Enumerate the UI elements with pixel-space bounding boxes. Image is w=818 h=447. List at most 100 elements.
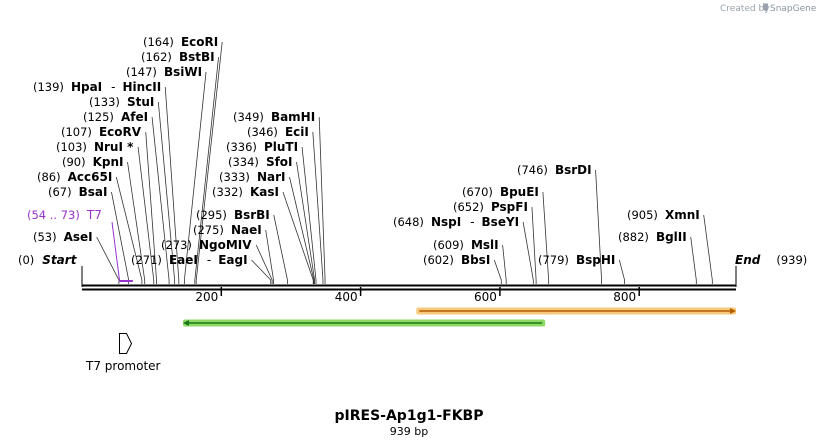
site-name-2: BseYI <box>482 215 520 229</box>
site-leader-line <box>265 229 274 284</box>
site-name: PspFI <box>491 200 528 214</box>
site-leader-line <box>296 161 316 284</box>
site-name: BsrBI <box>234 208 270 222</box>
site-leader-line <box>164 86 180 284</box>
site-leader-lines <box>96 41 713 284</box>
site-name-2: EagI <box>218 253 247 267</box>
tick-label: 600 <box>474 290 497 304</box>
site-leader-line <box>522 221 534 284</box>
site-pos: (90) <box>62 155 86 169</box>
site-leader-line <box>703 214 713 284</box>
svg-text:(164)EcoRI: (164) EcoRI <box>143 35 218 49</box>
site-labels: (164) EcoRI (162) BstBI (147) BsiWI (139) Hp… <box>33 35 700 267</box>
site-name: BstBI <box>179 50 215 64</box>
site-name: EcoRV <box>99 125 142 139</box>
ruler-ticks: 200 400 600 800 <box>195 287 640 304</box>
svg-text:(53)AseI: (53) AseI <box>33 230 93 244</box>
site-leader-line <box>282 191 314 284</box>
svg-text:(746)BsrDI: (746) BsrDI <box>517 163 592 177</box>
promoter-label: T7 promoter <box>85 359 161 373</box>
site-pos: (609) <box>433 238 464 252</box>
svg-text:(86)Acc65I: (86) Acc65I <box>37 170 112 184</box>
svg-text:End(939): End (939) <box>735 253 807 267</box>
green-feature-arrowhead <box>182 320 189 326</box>
primer-range: (54 .. 73) <box>27 208 80 222</box>
svg-text:(609)MslI: (609) MslI <box>433 238 499 252</box>
site-pos: (336) <box>226 140 257 154</box>
site-pos: (295) <box>196 208 227 222</box>
site-pos: (333) <box>219 170 250 184</box>
site-leader-line <box>151 116 170 284</box>
site-name: KasI <box>250 185 279 199</box>
site-pos: (349) <box>233 110 264 124</box>
snapgene-logo-icon <box>763 3 768 12</box>
site-pos: (147) <box>126 65 157 79</box>
svg-text:(349)BamHI: (349) BamHI <box>233 110 315 124</box>
site-leader-line <box>127 161 146 284</box>
site-name: BamHI <box>271 110 315 124</box>
credit-prefix: Created by <box>720 4 770 14</box>
site-name: XmnI <box>665 208 700 222</box>
site-pos: (652) <box>453 200 484 214</box>
orange-feature-arrowhead <box>730 308 736 314</box>
svg-text:(333)NarI: (333) NarI <box>219 170 285 184</box>
site-pos: (107) <box>61 125 92 139</box>
primer-leader-line <box>111 221 121 282</box>
svg-text:(652)PspFI: (652) PspFI <box>453 200 528 214</box>
site-leader-line <box>595 169 602 284</box>
svg-text:(905)XmnI: (905) XmnI <box>627 208 700 222</box>
site-name: HpaI <box>71 80 102 94</box>
tick-label: 400 <box>335 290 358 304</box>
svg-text:(125)AfeI: (125) AfeI <box>83 110 148 124</box>
site-name: StuI <box>127 95 154 109</box>
site-leader-line <box>157 101 176 284</box>
site-leader-line <box>493 259 502 284</box>
svg-text:(273)NgoMIV: (273) NgoMIV <box>161 238 252 252</box>
site-leader-line <box>251 259 272 284</box>
feature-arrows <box>182 307 736 327</box>
site-leader-line <box>195 41 223 284</box>
svg-text:(295)BsrBI: (295) BsrBI <box>196 208 270 222</box>
site-leader-line <box>273 214 288 284</box>
site-pos: (275) <box>193 223 224 237</box>
site-name: EaeI <box>169 253 198 267</box>
svg-text:(90)KpnI: (90) KpnI <box>62 155 124 169</box>
svg-text:(139)HpaI-HincII: (139) HpaI - HincII <box>33 80 161 94</box>
site-pos: (67) <box>48 185 72 199</box>
site-leader-line <box>145 131 157 284</box>
site-pos: (133) <box>89 95 120 109</box>
site-name: EcoRI <box>181 35 218 49</box>
site-leader-line <box>531 206 537 284</box>
svg-text:(648)NspI-BseYI: (648) NspI - BseYI <box>393 215 519 229</box>
site-pos: (162) <box>141 50 172 64</box>
promoter-arrow-icon <box>119 333 133 354</box>
svg-text:(346)EciI: (346) EciI <box>247 125 309 139</box>
svg-text:(162)BstBI: (162) BstBI <box>141 50 215 64</box>
site-name: EciI <box>285 125 309 139</box>
site-name: BsrDI <box>555 163 592 177</box>
site-name: NarI <box>257 170 286 184</box>
svg-text:(882)BglII: (882) BglII <box>618 230 687 244</box>
site-pos: (271) <box>131 253 162 267</box>
site-name: NruI * <box>94 140 134 154</box>
start-label: Start <box>42 253 77 267</box>
svg-text:(779)BspHI: (779) BspHI <box>538 253 615 267</box>
site-leader-line <box>618 259 625 284</box>
site-pos: (746) <box>517 163 548 177</box>
site-name: BpuEI <box>500 185 539 199</box>
svg-text:(147)BsiWI: (147) BsiWI <box>126 65 202 79</box>
site-name: BsaI <box>79 185 108 199</box>
site-pos: (139) <box>33 80 64 94</box>
svg-text:(670)BpuEI: (670) BpuEI <box>462 185 539 199</box>
site-pos: (125) <box>83 110 114 124</box>
site-name: BbsI <box>461 253 490 267</box>
svg-text:(275)NaeI: (275) NaeI <box>193 223 262 237</box>
site-pos: (670) <box>462 185 493 199</box>
site-leader-line <box>255 244 273 284</box>
site-pos: (103) <box>56 140 87 154</box>
svg-text:(332)KasI: (332) KasI <box>212 185 279 199</box>
site-pos: (164) <box>143 35 174 49</box>
bottom-strand <box>82 288 736 291</box>
site-name: Acc65I <box>68 170 113 184</box>
